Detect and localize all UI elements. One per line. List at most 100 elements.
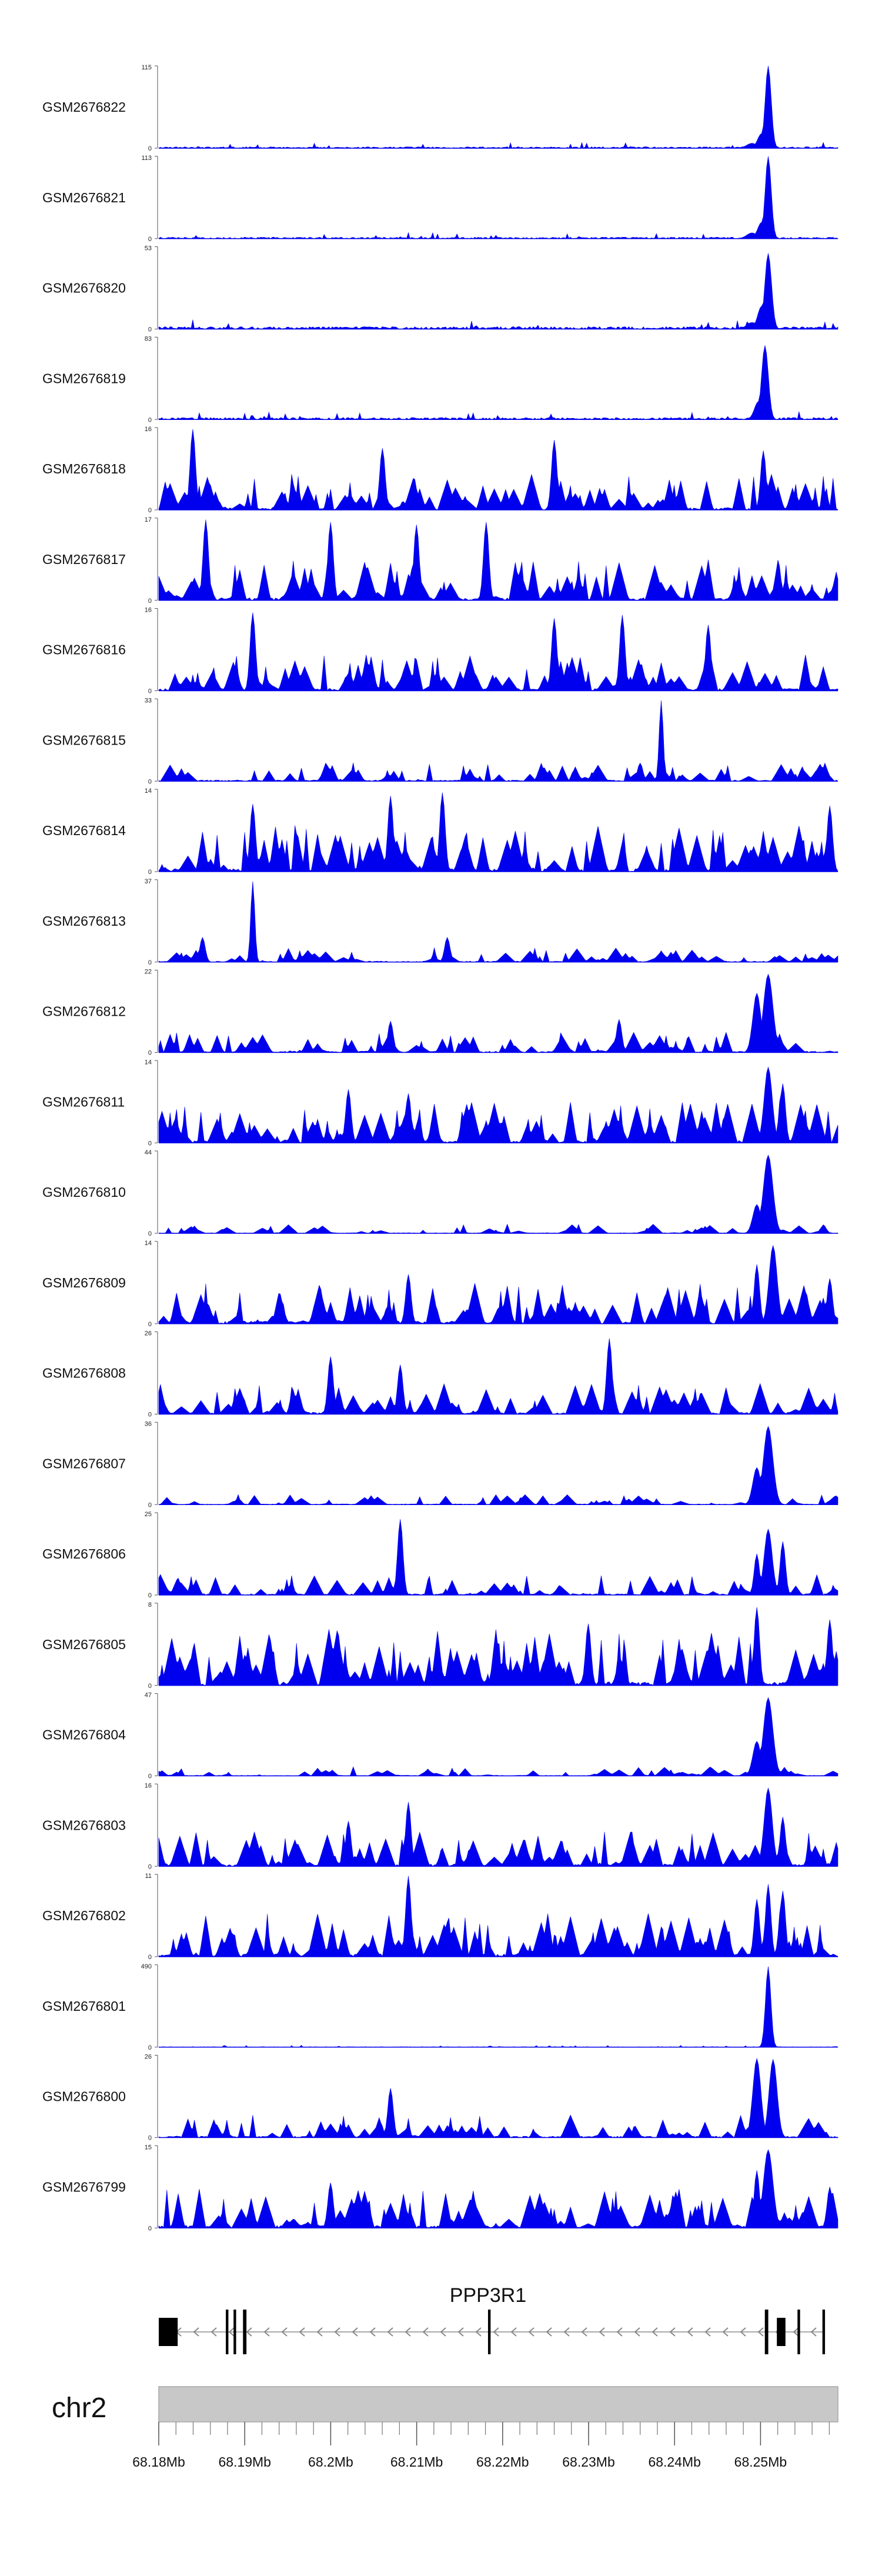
track-label: GSM2676816 xyxy=(42,642,126,658)
track-label: GSM2676800 xyxy=(42,2089,126,2104)
gene-model-track: PPP3R1 xyxy=(159,2284,826,2354)
y-max-tick-label: 16 xyxy=(145,426,152,433)
y-min-tick-label: 0 xyxy=(148,688,152,695)
track-GSM2676815: GSM2676815 33 0 xyxy=(42,697,838,785)
y-max-tick-label: 83 xyxy=(145,335,152,342)
track-GSM2676819: GSM2676819 83 0 xyxy=(42,335,838,423)
y-min-tick-label: 0 xyxy=(148,869,152,876)
strand-arrow xyxy=(193,2327,199,2337)
coverage-area xyxy=(158,2149,838,2228)
strand-arrow xyxy=(369,2327,376,2337)
coverage-area xyxy=(158,1607,838,1686)
strand-arrow xyxy=(387,2327,393,2337)
y-max-tick-label: 17 xyxy=(145,516,152,523)
track-GSM2676818: GSM2676818 16 0 xyxy=(42,426,838,514)
y-max-tick-label: 53 xyxy=(145,245,152,252)
strand-arrow xyxy=(704,2327,711,2337)
track-GSM2676811: GSM2676811 14 0 xyxy=(42,1059,838,1147)
track-label: GSM2676813 xyxy=(42,913,126,929)
coverage-tracks: GSM2676822 115 0 GSM2676821 113 0 GSM2676820 53… xyxy=(42,64,838,2232)
exon-block xyxy=(233,2310,236,2354)
chromosome-label: chr2 xyxy=(52,2393,106,2424)
strand-arrow xyxy=(740,2327,746,2337)
x-tick-label: 68.19Mb xyxy=(218,2454,271,2470)
exon-block xyxy=(159,2318,178,2346)
y-max-tick-label: 14 xyxy=(145,788,152,795)
coverage-area xyxy=(158,700,838,782)
coverage-area xyxy=(158,1697,838,1776)
y-min-tick-label: 0 xyxy=(148,1954,152,1961)
exon-block xyxy=(777,2318,786,2346)
track-label: GSM2676806 xyxy=(42,1546,126,1561)
y-max-tick-label: 26 xyxy=(145,2054,152,2061)
y-max-tick-label: 37 xyxy=(145,878,152,885)
track-GSM2676799: GSM2676799 15 0 xyxy=(42,2144,838,2232)
exon-block xyxy=(243,2310,247,2354)
strand-arrow xyxy=(246,2327,252,2337)
track-GSM2676814: GSM2676814 14 0 xyxy=(42,788,838,876)
coverage-area xyxy=(158,345,838,420)
strand-arrow xyxy=(405,2327,411,2337)
coverage-area xyxy=(158,973,838,1053)
strand-arrow xyxy=(669,2327,676,2337)
y-min-tick-label: 0 xyxy=(148,236,152,243)
coverage-area xyxy=(158,65,838,149)
strand-arrow xyxy=(810,2327,817,2337)
track-label: GSM2676812 xyxy=(42,1004,126,1019)
y-min-tick-label: 0 xyxy=(148,959,152,966)
strand-arrow xyxy=(422,2327,429,2337)
track-label: GSM2676822 xyxy=(42,99,126,115)
track-label: GSM2676808 xyxy=(42,1366,126,1381)
coverage-area xyxy=(158,2057,838,2138)
track-GSM2676810: GSM2676810 44 0 xyxy=(42,1149,838,1237)
coverage-area xyxy=(158,792,838,872)
track-label: GSM2676807 xyxy=(42,1456,126,1471)
y-max-tick-label: 14 xyxy=(145,1059,152,1066)
track-label: GSM2676805 xyxy=(42,1637,126,1652)
y-min-tick-label: 0 xyxy=(148,1050,152,1057)
strand-arrow xyxy=(457,2327,464,2337)
strand-arrow xyxy=(757,2327,764,2337)
coverage-area xyxy=(158,1876,838,1957)
exon-block xyxy=(822,2310,826,2354)
y-min-tick-label: 0 xyxy=(148,1683,152,1690)
y-min-tick-label: 0 xyxy=(148,2044,152,2051)
exon-block xyxy=(487,2310,491,2354)
track-label: GSM2676804 xyxy=(42,1727,126,1743)
track-label: GSM2676817 xyxy=(42,552,126,567)
coverage-area xyxy=(158,1338,838,1415)
y-max-tick-label: 26 xyxy=(145,1330,152,1337)
coverage-area xyxy=(158,1244,838,1324)
track-GSM2676822: GSM2676822 115 0 xyxy=(42,64,838,152)
chromosome-ideogram-bar xyxy=(158,2386,838,2422)
coverage-area xyxy=(158,881,838,963)
track-label: GSM2676819 xyxy=(42,371,126,386)
coverage-area xyxy=(158,1154,838,1234)
strand-arrow xyxy=(493,2327,499,2337)
y-min-tick-label: 0 xyxy=(148,507,152,514)
track-label: GSM2676801 xyxy=(42,1998,126,2014)
strand-arrow xyxy=(599,2327,605,2337)
x-tick-label: 68.2Mb xyxy=(308,2454,353,2470)
track-label: GSM2676799 xyxy=(42,2179,126,2194)
track-GSM2676821: GSM2676821 113 0 xyxy=(42,155,838,243)
track-GSM2676803: GSM2676803 16 0 xyxy=(42,1782,838,1870)
y-max-tick-label: 44 xyxy=(145,1149,152,1156)
x-tick-label: 68.24Mb xyxy=(648,2454,701,2470)
track-GSM2676820: GSM2676820 53 0 xyxy=(42,245,838,333)
coverage-area xyxy=(158,519,838,601)
track-label: GSM2676811 xyxy=(42,1094,125,1109)
track-GSM2676809: GSM2676809 14 0 xyxy=(42,1240,838,1328)
track-label: GSM2676814 xyxy=(42,823,126,838)
strand-arrow xyxy=(793,2327,799,2337)
y-min-tick-label: 0 xyxy=(148,1230,152,1237)
strand-arrow xyxy=(634,2327,640,2337)
y-min-tick-label: 0 xyxy=(148,145,152,152)
exon-block xyxy=(764,2310,769,2354)
coverage-area xyxy=(158,1519,838,1596)
track-GSM2676806: GSM2676806 25 0 xyxy=(42,1511,838,1599)
y-max-tick-label: 33 xyxy=(145,697,152,704)
y-max-tick-label: 15 xyxy=(145,2144,152,2151)
coverage-area xyxy=(158,612,838,692)
